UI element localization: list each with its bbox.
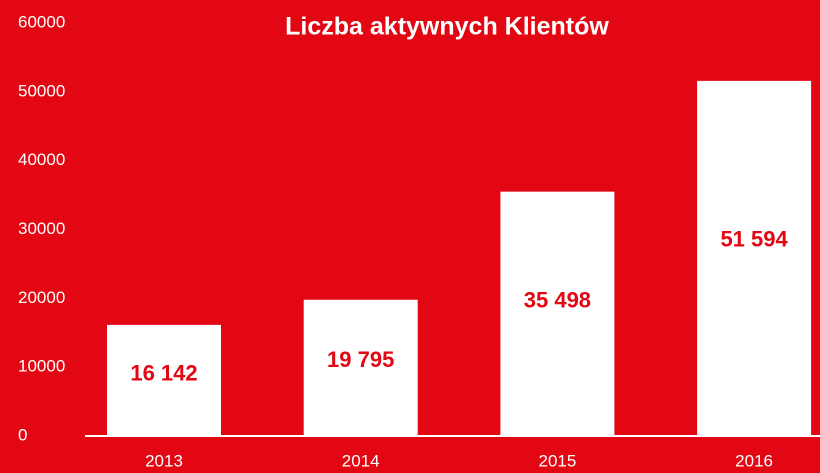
y-tick-label: 20000: [18, 288, 65, 307]
y-tick-label: 40000: [18, 150, 65, 169]
y-tick-label: 50000: [18, 81, 65, 100]
bar: [107, 324, 221, 436]
x-tick-label: 2013: [145, 451, 183, 470]
bar: [500, 191, 615, 436]
x-tick-label: 2016: [735, 451, 773, 470]
y-tick-label: 30000: [18, 219, 65, 238]
value-label: 19 795: [327, 347, 394, 372]
bar: [303, 299, 418, 436]
x-tick-label: 2015: [538, 451, 576, 470]
y-tick-label: 0: [18, 425, 27, 444]
x-tick-label: 2014: [342, 451, 380, 470]
value-label: 51 594: [720, 226, 788, 251]
chart-title: Liczba aktywnych Klientów: [285, 13, 609, 41]
value-label: 35 498: [524, 287, 591, 312]
value-label: 16 142: [130, 361, 197, 386]
y-tick-label: 10000: [18, 357, 65, 376]
y-tick-label: 60000: [18, 12, 65, 31]
bar: [697, 80, 812, 436]
